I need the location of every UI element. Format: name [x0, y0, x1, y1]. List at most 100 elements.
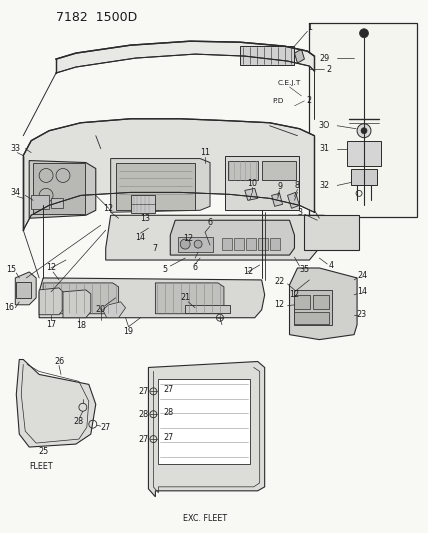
Polygon shape	[103, 302, 125, 318]
Bar	[240, 46, 294, 65]
Text: 29: 29	[319, 54, 330, 62]
Bar	[270, 238, 279, 250]
Text: 24: 24	[357, 271, 367, 280]
Circle shape	[180, 239, 190, 249]
Text: EXC. FLEET: EXC. FLEET	[183, 514, 227, 523]
Text: FLEET: FLEET	[29, 463, 53, 472]
Circle shape	[360, 29, 369, 38]
Text: 1: 1	[307, 23, 312, 32]
Text: 27: 27	[163, 385, 173, 394]
Polygon shape	[43, 283, 119, 314]
Polygon shape	[106, 215, 324, 260]
Bar	[304, 215, 359, 250]
Text: 27: 27	[138, 387, 149, 396]
Bar	[246, 238, 256, 250]
Text: 4: 4	[329, 261, 334, 270]
Text: P.D: P.D	[272, 98, 283, 104]
Bar	[294, 290, 332, 325]
Circle shape	[357, 124, 371, 138]
Text: 27: 27	[163, 433, 173, 442]
Text: 14: 14	[357, 287, 367, 296]
Bar	[131, 196, 155, 213]
Text: 19: 19	[124, 327, 134, 336]
Bar	[294, 312, 329, 324]
Polygon shape	[272, 193, 282, 206]
Bar	[258, 238, 268, 250]
Text: 3: 3	[297, 208, 302, 217]
Polygon shape	[15, 272, 36, 305]
Text: 7182  1500D: 7182 1500D	[56, 11, 137, 24]
Text: 12: 12	[274, 300, 285, 309]
Text: 12: 12	[243, 268, 253, 277]
Text: 9: 9	[277, 182, 282, 191]
Text: 12: 12	[289, 290, 300, 300]
Bar	[222, 238, 232, 250]
Polygon shape	[63, 290, 91, 318]
Text: 25: 25	[38, 447, 48, 456]
Polygon shape	[23, 119, 314, 230]
Text: 5: 5	[163, 265, 168, 274]
Polygon shape	[289, 268, 357, 340]
Bar	[116, 163, 195, 211]
Text: 22: 22	[274, 277, 285, 286]
Text: C.E.J.T: C.E.J.T	[278, 80, 301, 86]
Text: 28: 28	[163, 408, 173, 417]
Text: 6: 6	[193, 263, 198, 272]
Text: 10: 10	[247, 179, 257, 188]
Bar	[51, 198, 63, 208]
Text: 16: 16	[4, 303, 14, 312]
Text: 12: 12	[104, 204, 114, 213]
Bar	[228, 160, 258, 181]
Circle shape	[194, 240, 202, 248]
Text: 14: 14	[136, 232, 146, 241]
Polygon shape	[245, 188, 258, 200]
Text: 27: 27	[138, 434, 149, 443]
Text: 6: 6	[208, 218, 213, 227]
Text: 23: 23	[356, 310, 366, 319]
Text: 12: 12	[46, 263, 56, 272]
Polygon shape	[149, 361, 265, 497]
Bar	[33, 163, 85, 214]
Text: 20: 20	[96, 305, 106, 314]
Bar	[31, 196, 49, 209]
Text: 32: 32	[319, 181, 329, 190]
Text: 12: 12	[183, 233, 193, 243]
Bar	[225, 156, 300, 211]
Bar	[16, 282, 31, 298]
Text: 17: 17	[46, 320, 56, 329]
Polygon shape	[351, 168, 377, 185]
Text: 2: 2	[327, 64, 332, 74]
Text: 21: 21	[180, 293, 190, 302]
Text: 3O: 3O	[318, 121, 330, 130]
Text: 7: 7	[153, 244, 158, 253]
Polygon shape	[29, 160, 96, 218]
Text: 31: 31	[319, 144, 329, 153]
Polygon shape	[39, 288, 63, 315]
Bar	[178, 237, 213, 252]
Polygon shape	[288, 192, 300, 208]
Bar	[294, 295, 310, 309]
Polygon shape	[170, 220, 294, 255]
Bar	[158, 379, 250, 464]
Text: 8: 8	[295, 181, 300, 190]
Text: 35: 35	[299, 265, 309, 274]
Text: 28: 28	[138, 410, 149, 419]
Text: 15: 15	[6, 265, 16, 274]
Text: 34: 34	[10, 188, 20, 197]
Text: 27: 27	[101, 423, 111, 432]
Polygon shape	[16, 360, 96, 447]
Bar	[262, 160, 297, 181]
Polygon shape	[347, 141, 381, 166]
Polygon shape	[155, 283, 224, 314]
Polygon shape	[39, 278, 265, 318]
Text: 11: 11	[200, 148, 210, 157]
Polygon shape	[294, 49, 304, 63]
Bar	[309, 23, 417, 217]
Bar	[234, 238, 244, 250]
Bar	[313, 295, 329, 309]
Polygon shape	[56, 41, 314, 73]
Text: 28: 28	[74, 417, 84, 426]
Polygon shape	[111, 158, 210, 212]
Text: 2: 2	[307, 96, 312, 106]
Circle shape	[361, 128, 367, 134]
